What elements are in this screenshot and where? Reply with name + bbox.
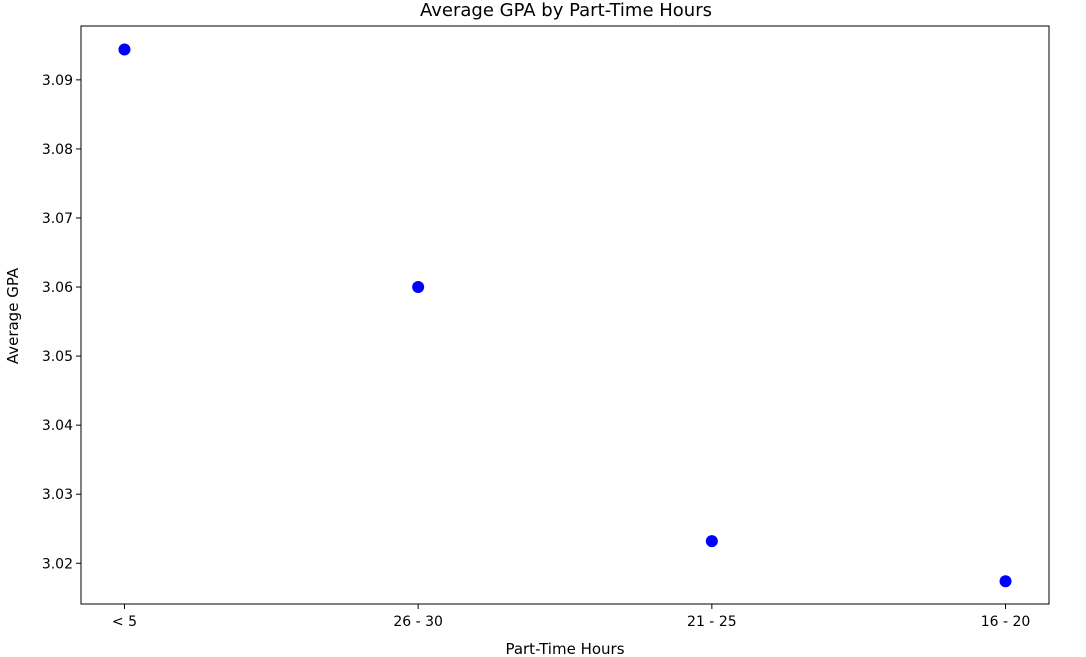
scatter-point: [705, 535, 718, 548]
y-tick-label: 3.02: [42, 556, 73, 572]
x-tick-label: < 5: [112, 614, 137, 630]
x-axis-ticks: < 5 26 - 30 21 - 25 16 - 20: [112, 604, 1030, 630]
data-points: [118, 43, 1012, 588]
y-tick-label: 3.06: [42, 280, 73, 296]
chart-title: Average GPA by Part-Time Hours: [420, 0, 712, 21]
y-tick-label: 3.05: [42, 349, 73, 365]
y-tick-label: 3.09: [42, 73, 73, 89]
scatter-point: [412, 281, 425, 294]
scatter-point: [118, 43, 131, 56]
y-tick-label: 3.08: [42, 142, 73, 158]
x-axis-title: Part-Time Hours: [505, 640, 624, 657]
plot-area: [80, 25, 1050, 605]
y-tick-label: 3.03: [42, 487, 73, 503]
x-tick-label: 26 - 30: [393, 614, 443, 630]
y-tick-label: 3.07: [42, 211, 73, 227]
y-tick-label: 3.04: [42, 418, 73, 434]
scatter-point: [999, 575, 1012, 588]
x-tick-label: 21 - 25: [687, 614, 737, 630]
y-axis-title: Average GPA: [4, 267, 22, 364]
y-axis-ticks: 3.02 3.03 3.04 3.05 3.06 3.07 3.08 3.09: [42, 73, 81, 572]
x-tick-label: 16 - 20: [981, 614, 1031, 630]
